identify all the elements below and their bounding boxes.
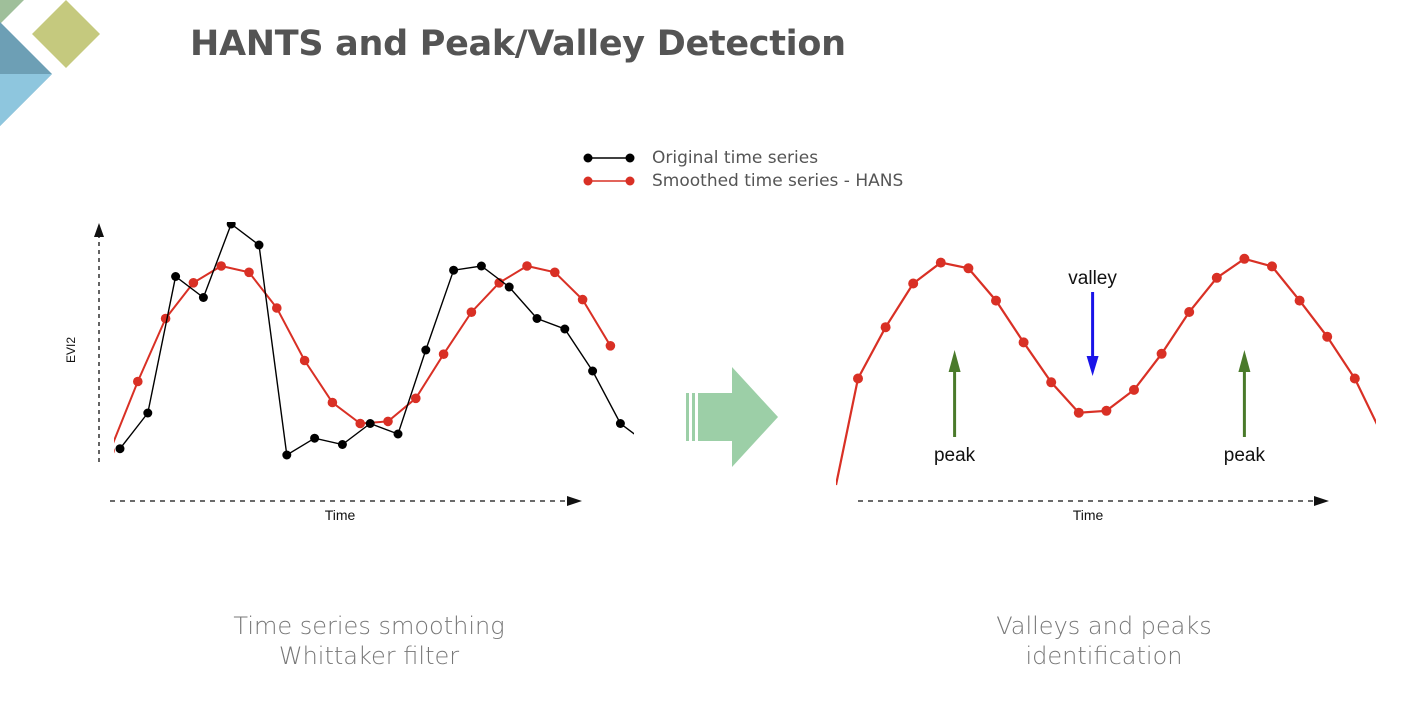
legend-swatch-smoothed: [583, 176, 635, 185]
data-point-smoothed-right: [1184, 307, 1195, 317]
data-point-smoothed: [272, 303, 282, 313]
data-point-original: [421, 345, 431, 355]
data-point-original: [504, 282, 514, 292]
data-point-smoothed: [605, 341, 616, 351]
legend-label-smoothed: Smoothed time series - HANS: [652, 170, 904, 191]
data-point-original: [254, 240, 264, 250]
x-axis-label-left: Time: [325, 507, 356, 523]
data-point-smoothed-right: [1267, 261, 1277, 272]
data-point-smoothed-right: [880, 322, 891, 333]
data-point-smoothed: [383, 416, 393, 427]
page-title: HANTS and Peak/Valley Detection: [190, 24, 846, 64]
data-point-original: [560, 324, 570, 334]
data-point-original: [476, 261, 486, 271]
data-point-smoothed: [327, 397, 338, 408]
series-line-smoothed-right: [836, 257, 1376, 486]
data-point-smoothed: [355, 418, 366, 429]
data-point-original: [337, 440, 347, 449]
data-point-smoothed: [244, 267, 254, 278]
x-axis-label-right: Time: [1073, 507, 1104, 523]
caption-right-line-1: Valleys and peaks: [996, 612, 1212, 640]
peak-arrowhead: [1238, 350, 1251, 372]
annotation-valley-label: valley: [1068, 268, 1117, 289]
data-point-smoothed-right: [1101, 405, 1112, 416]
data-point-smoothed-right: [1046, 377, 1057, 388]
valley-arrowhead: [1086, 356, 1099, 376]
data-point-smoothed-right: [1349, 373, 1360, 384]
caption-left-line-1: Time series smoothing: [233, 612, 505, 640]
data-point-smoothed-right: [1018, 337, 1029, 348]
data-point-smoothed: [299, 355, 310, 366]
deco-triangle-blue: [0, 74, 52, 126]
caption-left-line-2: Whittaker filter: [278, 642, 460, 670]
data-point-original: [615, 419, 625, 428]
data-point-original: [115, 444, 125, 454]
data-point-smoothed: [188, 278, 199, 288]
y-axis-label-left: EVI2: [64, 337, 78, 363]
data-point-original: [588, 366, 598, 376]
data-point-smoothed: [411, 393, 421, 404]
data-point-smoothed: [577, 294, 588, 305]
data-point-smoothed-right: [935, 257, 946, 268]
data-point-smoothed-right: [1377, 431, 1387, 441]
caption-right: Valleys and peaks identification: [894, 611, 1314, 671]
data-point-original: [171, 272, 181, 281]
x-axis-arrowhead-left: [567, 496, 582, 506]
data-point-smoothed-right: [853, 373, 863, 384]
data-point-smoothed-right: [1239, 253, 1250, 264]
data-point-original: [310, 433, 320, 443]
deco-diamond: [32, 0, 100, 68]
data-point-smoothed: [133, 376, 143, 387]
legend: Original time series Smoothed time serie…: [580, 146, 903, 192]
data-point-original: [393, 429, 403, 439]
legend-swatch-original: [583, 153, 635, 162]
data-point-original: [282, 450, 292, 460]
data-point-smoothed-right: [1156, 348, 1167, 359]
data-point-smoothed-right: [1322, 331, 1333, 342]
y-axis-arrowhead-left: [94, 223, 104, 237]
data-point-smoothed: [114, 448, 115, 454]
data-point-smoothed-right: [1211, 272, 1222, 283]
data-point-smoothed: [522, 261, 532, 271]
series-line-original: [119, 222, 634, 457]
peak-arrowhead: [948, 350, 961, 372]
annotations-right: peak valley peak: [934, 268, 1266, 466]
data-point-original: [198, 293, 208, 302]
data-point-smoothed-right: [1073, 407, 1084, 418]
data-point-smoothed: [466, 307, 477, 318]
data-point-smoothed-right: [963, 263, 974, 274]
data-point-smoothed-right: [908, 278, 919, 289]
plot-area-left: [114, 222, 634, 460]
data-point-smoothed-right: [1294, 295, 1305, 306]
plot-area-right: [836, 253, 1387, 486]
data-point-smoothed: [550, 267, 560, 278]
data-point-original: [226, 222, 236, 229]
annotation-peak-label: peak: [1224, 445, 1266, 466]
x-axis-arrowhead-right: [1314, 496, 1329, 506]
legend-label-original: Original time series: [652, 147, 819, 168]
data-point-original: [532, 314, 542, 323]
data-point-smoothed-right: [1129, 384, 1139, 395]
legend-item-original: Original time series: [580, 146, 903, 169]
data-point-original: [449, 265, 459, 275]
data-point-smoothed: [216, 261, 226, 271]
annotation-peak-label: peak: [934, 445, 976, 466]
right-arrow-icon: [686, 367, 778, 467]
data-point-original: [365, 419, 375, 428]
legend-item-smoothed: Smoothed time series - HANS: [580, 169, 903, 192]
data-point-smoothed-right: [991, 295, 1001, 306]
corner-decoration: [0, 0, 100, 126]
data-point-original: [143, 408, 153, 418]
caption-left: Time series smoothing Whittaker filter: [159, 611, 579, 671]
caption-right-line-2: identification: [1025, 642, 1183, 670]
deco-triangle-top: [0, 0, 24, 24]
data-point-smoothed: [438, 349, 449, 360]
